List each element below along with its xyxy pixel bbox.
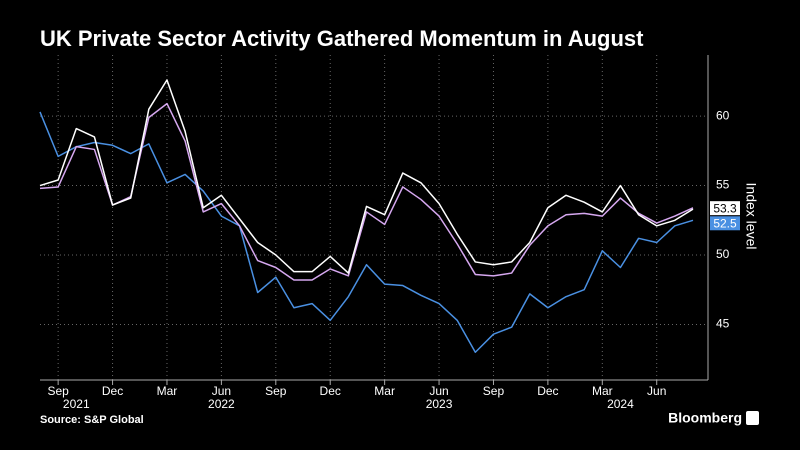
x-tick-label: Sep: [47, 384, 69, 398]
x-tick-label: Sep: [265, 384, 287, 398]
y-tick-label: 45: [716, 317, 730, 331]
series-line: [39, 111, 694, 353]
source: Source: S&P Global: [40, 414, 144, 426]
y-axis-label: Index level: [743, 183, 759, 250]
x-tick-label: Jun: [212, 384, 231, 398]
year-label: 2022: [208, 397, 235, 411]
x-tick-label: Jun: [429, 384, 448, 398]
y-tick-label: 55: [716, 178, 730, 192]
brand: Bloomberg: [668, 410, 742, 426]
brand-icon: [746, 411, 759, 425]
y-tick-label: 60: [716, 108, 730, 122]
x-tick-label: Jun: [647, 384, 666, 398]
end-label-box: [710, 216, 740, 231]
x-tick-label: Dec: [537, 384, 558, 398]
year-label: 2023: [426, 397, 453, 411]
end-label: 52.5: [713, 216, 737, 230]
x-tick-label: Sep: [483, 384, 505, 398]
x-tick-label: Mar: [374, 384, 395, 398]
series-line: [39, 102, 694, 281]
chart-title: UK Private Sector Activity Gathered Mome…: [40, 26, 644, 51]
x-tick-label: Mar: [592, 384, 613, 398]
end-label: 53.3: [713, 201, 737, 215]
y-tick-label: 50: [716, 247, 730, 261]
year-label: 2024: [607, 397, 634, 411]
series-line: [39, 79, 694, 274]
x-tick-label: Dec: [102, 384, 123, 398]
x-tick-label: Mar: [157, 384, 178, 398]
end-label-box: [710, 201, 740, 216]
year-label: 2021: [63, 397, 90, 411]
x-tick-label: Dec: [320, 384, 341, 398]
